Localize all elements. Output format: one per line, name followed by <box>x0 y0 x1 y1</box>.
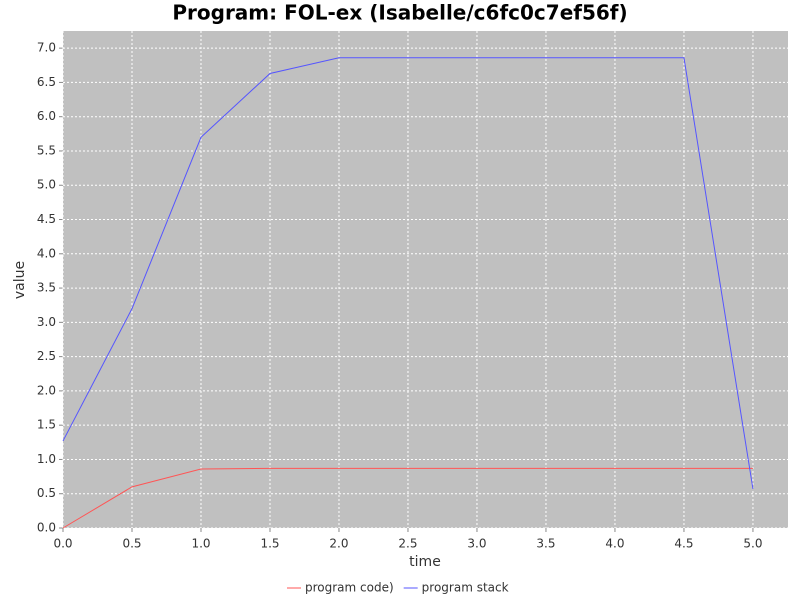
chart-title: Program: FOL-ex (Isabelle/c6fc0c7ef56f) <box>172 1 627 25</box>
x-tick-label: 5.0 <box>743 537 762 551</box>
y-tick-label: 2.5 <box>37 349 56 363</box>
x-tick-label: 4.5 <box>674 537 693 551</box>
y-tick-label: 1.5 <box>37 418 56 432</box>
y-tick-label: 6.5 <box>37 75 56 89</box>
y-tick-label: 1.0 <box>37 452 56 466</box>
y-tick-label: 0.5 <box>37 486 56 500</box>
x-tick-label: 0.5 <box>122 537 141 551</box>
x-tick-label: 3.0 <box>467 537 486 551</box>
x-axis-title: time <box>409 554 441 570</box>
y-tick-label: 3.5 <box>37 281 56 295</box>
y-axis-title: value <box>12 261 28 299</box>
legend-label: program code) <box>305 581 394 595</box>
x-tick-label: 4.0 <box>605 537 624 551</box>
legend-label: program stack <box>422 581 509 595</box>
series-line <box>62 57 754 490</box>
y-tick-label: 3.0 <box>37 315 56 329</box>
x-tick-label: 0.0 <box>53 537 72 551</box>
x-tick-label: 2.0 <box>329 537 348 551</box>
x-tick-label: 1.5 <box>260 537 279 551</box>
x-tick-label: 2.5 <box>398 537 417 551</box>
y-tick-label: 5.5 <box>37 143 56 157</box>
series-line <box>62 467 753 529</box>
y-tick-label: 2.0 <box>37 383 56 397</box>
y-tick-label: 4.0 <box>37 246 56 260</box>
y-tick-label: 6.0 <box>37 109 56 123</box>
y-tick-label: 7.0 <box>37 41 56 55</box>
x-tick-label: 3.5 <box>536 537 555 551</box>
y-tick-label: 5.0 <box>37 178 56 192</box>
y-tick-label: 4.5 <box>37 212 56 226</box>
y-tick-label: 0.0 <box>37 521 56 535</box>
plot-area <box>63 31 788 528</box>
x-tick-label: 1.0 <box>191 537 210 551</box>
